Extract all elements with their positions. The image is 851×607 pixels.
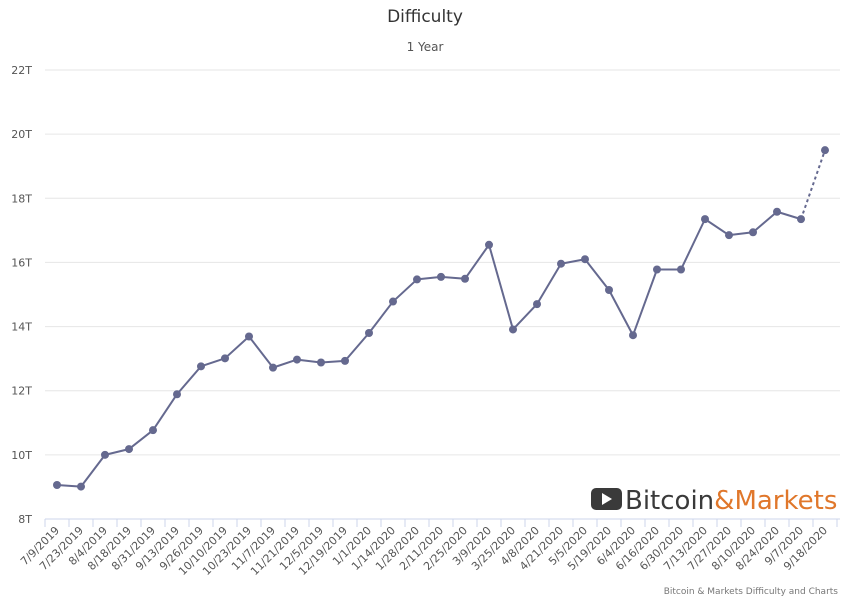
data-point[interactable]	[749, 228, 757, 237]
data-point[interactable]	[197, 362, 205, 371]
data-point[interactable]	[221, 354, 229, 363]
y-tick-label: 8T	[18, 513, 32, 526]
chart-subtitle: 1 Year	[407, 40, 444, 54]
data-point[interactable]	[437, 272, 445, 281]
data-point[interactable]	[245, 332, 253, 341]
data-point[interactable]	[557, 259, 565, 268]
y-tick-label: 14T	[11, 321, 32, 334]
data-point[interactable]	[581, 255, 589, 264]
data-point[interactable]	[797, 215, 805, 224]
gridlines	[45, 69, 840, 520]
difficulty-series	[53, 146, 829, 491]
data-point[interactable]	[389, 297, 397, 306]
data-point[interactable]	[101, 450, 109, 459]
y-tick-label: 20T	[11, 128, 32, 141]
watermark-part1: Bitcoin	[625, 486, 714, 516]
data-point[interactable]	[533, 300, 541, 309]
data-point[interactable]	[725, 231, 733, 240]
play-icon-triangle	[602, 493, 612, 505]
series-line	[56, 210, 802, 488]
y-tick-label: 12T	[11, 385, 32, 398]
watermark-part2: &Markets	[714, 486, 837, 516]
data-point[interactable]	[461, 274, 469, 283]
data-point[interactable]	[821, 146, 829, 155]
data-point[interactable]	[413, 275, 421, 284]
data-point[interactable]	[509, 325, 517, 334]
data-point[interactable]	[677, 265, 685, 274]
data-point[interactable]	[77, 482, 85, 491]
data-point[interactable]	[293, 355, 301, 364]
chart-credit[interactable]: Bitcoin & Markets Difficulty and Charts	[664, 587, 839, 597]
data-point[interactable]	[701, 215, 709, 224]
data-point[interactable]	[605, 286, 613, 295]
chart-title: Difficulty	[387, 7, 463, 27]
data-point[interactable]	[629, 331, 637, 340]
x-axis: 7/9/20197/23/20198/4/20198/18/20198/31/2…	[18, 518, 840, 578]
watermark-text: Bitcoin&Markets	[625, 486, 837, 516]
data-point[interactable]	[149, 426, 157, 435]
data-point[interactable]	[125, 445, 133, 454]
series-line-projected	[800, 149, 826, 220]
y-tick-label: 22T	[11, 64, 32, 77]
data-point[interactable]	[173, 390, 181, 399]
data-point[interactable]	[269, 363, 277, 372]
data-point[interactable]	[485, 240, 493, 249]
data-point[interactable]	[653, 265, 661, 274]
data-point[interactable]	[341, 356, 349, 365]
data-point[interactable]	[53, 481, 61, 490]
brand-watermark: Bitcoin&Markets	[591, 486, 837, 516]
y-tick-label: 16T	[11, 256, 32, 269]
y-tick-label: 10T	[11, 449, 32, 462]
data-point[interactable]	[773, 207, 781, 216]
data-point[interactable]	[365, 328, 373, 337]
data-point[interactable]	[317, 358, 325, 367]
y-tick-label: 18T	[11, 192, 32, 205]
y-axis: 8T 10T 12T 14T 16T 18T 20T 22T	[11, 64, 32, 526]
